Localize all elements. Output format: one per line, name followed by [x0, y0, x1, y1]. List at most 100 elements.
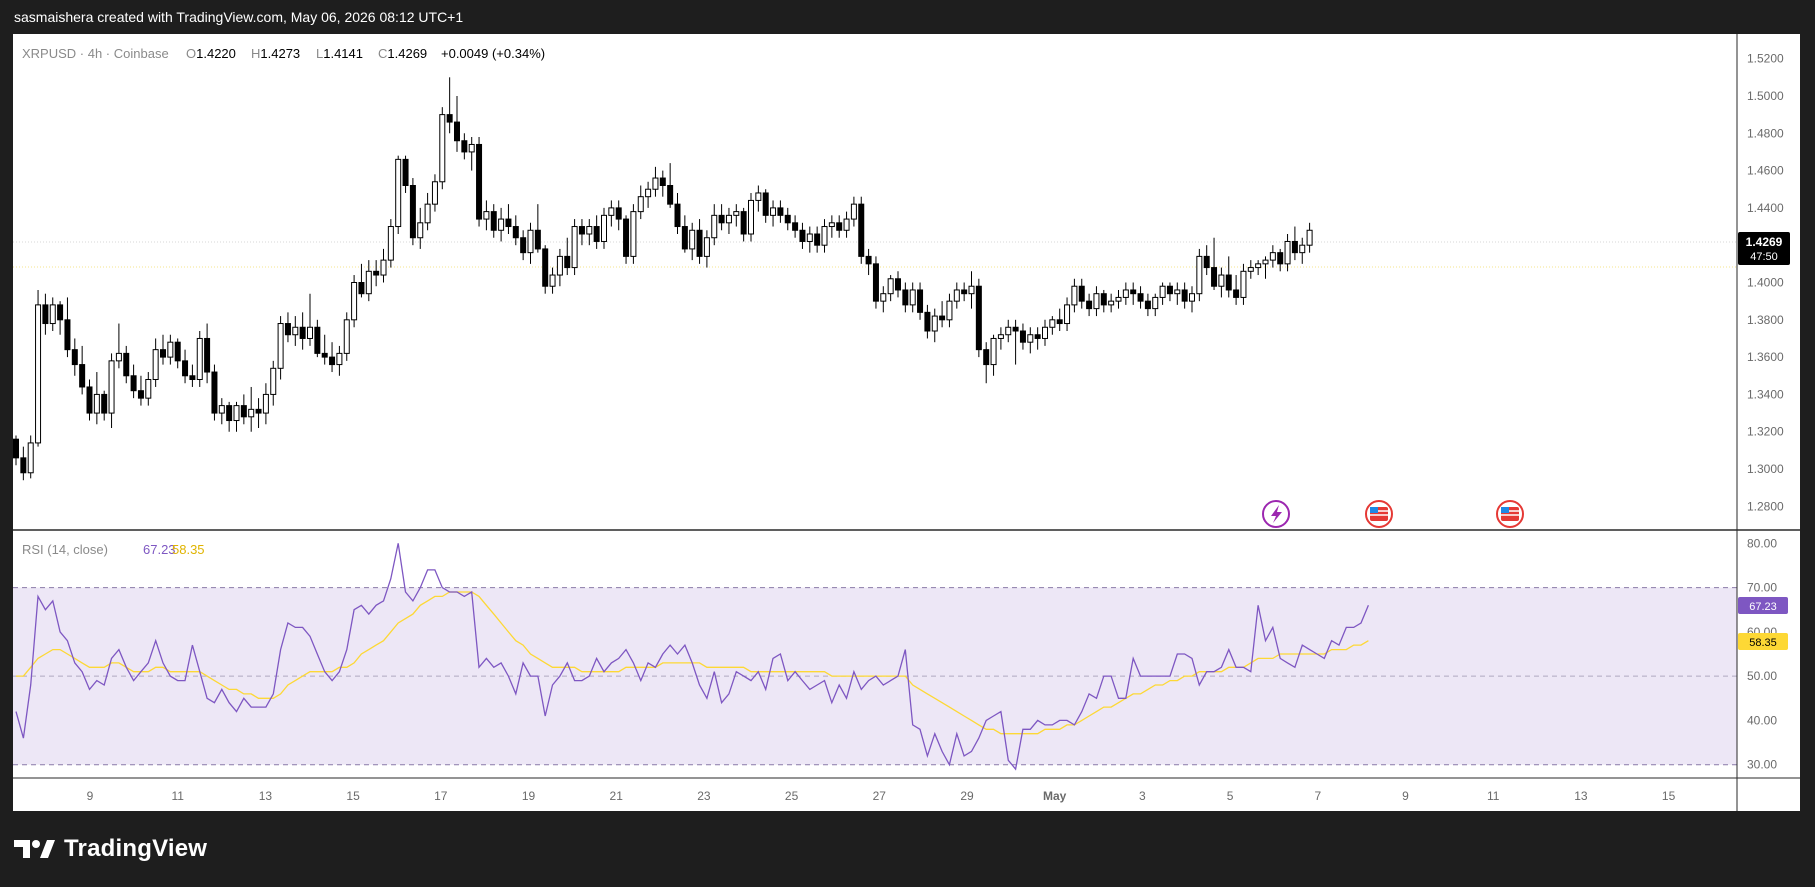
candle-body: [1064, 304, 1071, 325]
candle-body: [505, 218, 512, 228]
candle-body: [608, 207, 615, 216]
candle: [770, 200, 777, 227]
candle-body: [1108, 300, 1115, 306]
candle-body: [93, 393, 100, 414]
price-tick-label: 1.4600: [1747, 164, 1784, 178]
candle: [762, 189, 769, 223]
lightning-icon[interactable]: [1262, 500, 1290, 528]
candle: [439, 107, 446, 190]
candle-body: [748, 199, 754, 235]
candle: [659, 170, 666, 197]
time-tick-label: 9: [87, 789, 94, 803]
candle-body: [953, 289, 960, 302]
candle: [939, 301, 946, 328]
rsi-ma-badge-text: 58.35: [1749, 637, 1777, 649]
candle: [902, 282, 909, 313]
candle: [1299, 237, 1306, 264]
candle: [917, 282, 924, 320]
candle: [380, 248, 387, 283]
candle: [593, 215, 600, 249]
candle-body: [233, 405, 240, 422]
open-label: O: [186, 46, 196, 61]
candle-body: [703, 237, 710, 257]
candle: [1012, 319, 1019, 365]
candle: [968, 271, 975, 309]
price-tick-label: 1.2800: [1747, 499, 1784, 513]
candle: [431, 174, 438, 212]
candle-body: [189, 375, 196, 380]
candle-body: [1247, 267, 1254, 272]
rsi-tick-label: 80.00: [1747, 536, 1777, 550]
candle: [520, 230, 527, 261]
candle: [1027, 327, 1034, 354]
candle-body: [542, 248, 549, 287]
candle-body: [387, 226, 394, 261]
candle: [534, 204, 541, 253]
us-flag-icon[interactable]: [1365, 500, 1393, 528]
candle: [777, 200, 784, 223]
candle-body: [858, 203, 865, 257]
candle-body: [1056, 319, 1063, 325]
candle-body: [850, 203, 857, 220]
candle-body: [64, 319, 71, 351]
candle: [975, 278, 982, 358]
time-axis[interactable]: 9 11 13 15 17 19 21 23 25 27 29 May 3 5 7 9 11 13 15: [87, 789, 1676, 803]
candle-body: [402, 158, 409, 186]
candle-body: [755, 192, 762, 201]
candle-body: [1218, 274, 1225, 287]
time-tick-label: 15: [346, 789, 360, 803]
candle-body: [1233, 289, 1240, 298]
candle: [689, 222, 696, 261]
candle: [137, 375, 144, 406]
candle: [351, 275, 358, 328]
candle-body: [255, 408, 262, 414]
price-tick-label: 1.3800: [1747, 313, 1784, 327]
candle: [409, 178, 416, 246]
candle-body: [483, 211, 490, 220]
candle: [542, 245, 549, 294]
price-axis[interactable]: 1.52001.50001.48001.46001.44001.42001.40…: [1747, 52, 1784, 514]
candle: [292, 316, 299, 346]
candle: [226, 401, 233, 432]
candle: [343, 312, 350, 361]
candle: [461, 133, 468, 160]
candle-body: [740, 211, 747, 235]
footer-logo[interactable]: TradingView: [14, 834, 207, 864]
candle: [645, 181, 652, 208]
candle-body: [1027, 334, 1034, 343]
lightning-icon-bolt: [1271, 505, 1282, 523]
candle: [417, 207, 424, 249]
candle: [997, 327, 1004, 350]
us-flag-icon[interactable]: [1496, 500, 1524, 528]
attribution-text: sasmaishera created with TradingView.com…: [14, 9, 464, 25]
candle: [454, 95, 460, 152]
price-badge: 1.4269 47:50: [1738, 232, 1790, 265]
price-tick-label: 1.4400: [1747, 201, 1784, 215]
candle-body: [1159, 285, 1166, 298]
candle-body: [593, 226, 600, 242]
price-tick-label: 1.3200: [1747, 425, 1784, 439]
candle: [608, 200, 615, 227]
candle-body: [1086, 300, 1093, 310]
candle: [71, 338, 78, 376]
candle-body: [1034, 334, 1041, 339]
candle: [115, 323, 122, 369]
candle-body: [196, 337, 203, 381]
candle: [108, 353, 115, 428]
candle: [924, 304, 931, 339]
candle-body: [637, 196, 644, 213]
candle-body: [1211, 267, 1218, 287]
candle-body: [454, 121, 460, 142]
candle: [130, 364, 137, 399]
candle-body: [1019, 330, 1026, 343]
price-pane[interactable]: 1.52001.50001.48001.46001.44001.42001.40…: [13, 46, 1790, 528]
time-tick-label: 11: [171, 789, 184, 803]
candle-body: [895, 278, 901, 291]
candle: [961, 282, 968, 302]
candle: [248, 386, 255, 432]
candle: [740, 207, 747, 242]
candle-body: [880, 293, 887, 302]
